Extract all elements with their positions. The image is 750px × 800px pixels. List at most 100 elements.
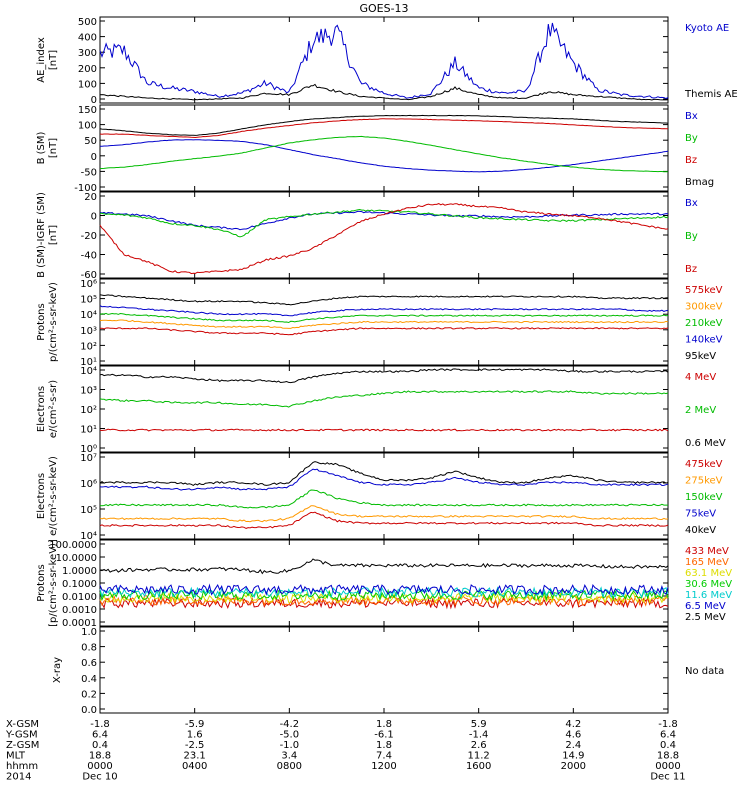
series-line-95kev [99,294,669,306]
ephemeris-value: 6.4 [92,730,108,741]
y-axis-label-line: B (SM)-IGRF (SM) [36,192,47,278]
panel-protons_high: 100.0000 10.0000 1.0000 0.1000 0.0100 0.0010 0… [36,539,732,629]
series-line-4-mev [99,428,669,432]
y-tick-label: 100 [78,79,97,90]
y-tick-label: -20 [81,231,97,242]
legend-entry: 4 MeV [685,372,716,383]
y-axis-label-line: [nT] [48,138,59,158]
y-tick-label: 10⁷ [80,453,97,464]
panel-frame [99,191,669,279]
legend-entry: 30.6 MeV [685,579,732,590]
series-line-by [99,208,669,238]
ephemeris-value: 2.4 [565,740,581,751]
y-axis-label: B (SM)-IGRF (SM)[nT] [36,192,59,278]
y-tick-label: 1.0 [81,627,97,638]
plot-title: GOES-13 [359,2,408,15]
y-tick-label: -100 [74,183,97,194]
ephemeris-value: 1.6 [187,730,203,741]
y-tick-label: 20 [84,192,97,203]
y-axis-label: Protons[p/(cm²-s-sr-keV)] [36,539,59,627]
y-axis-label-line: p/(cm²-s-sr-keV) [48,282,59,362]
legend-entry: 75keV [685,509,716,520]
y-tick-label: 300 [78,48,97,59]
y-tick-label: 200 [78,64,97,75]
series-line-150kev [99,489,668,509]
panel-electrons_high: 10⁴ 10³ 10² 10¹ 10⁰ Electronse/(cm²-s-sr) 4 Me… [36,365,726,455]
series-line-kyoto-ae [99,22,669,100]
legend-entry: 475keV [685,459,723,470]
y-tick-label: 10⁶ [80,479,97,490]
ephemeris-value: 3.4 [281,751,297,762]
y-tick-label: 0.0001 [62,618,97,629]
y-axis-label-line: Electrons [36,386,47,432]
y-tick-label: 10⁴ [80,310,97,321]
ephemeris-value: 0000 [87,761,112,772]
legend-entry: 2 MeV [685,405,716,416]
ephemeris-value: 18.8 [657,751,679,762]
ephemeris-value: 7.4 [376,751,392,762]
y-tick-label: 500 [78,17,97,28]
y-tick-label: 10³ [80,326,97,337]
legend-entry: 300keV [685,302,723,313]
series-line-275kev [99,505,669,523]
y-tick-label: -40 [81,251,97,262]
y-axis-label: Electronse/(cm²-s-sr-keV) [36,456,59,536]
series-line-475kev [99,511,669,529]
y-tick-label: 10² [80,405,97,416]
panel-frame [99,365,669,453]
legend-entry: By [685,133,698,144]
ephemeris-row-label: hhmm [6,761,38,772]
ephemeris-value: 1200 [371,761,396,772]
ephemeris-value: 0800 [277,761,302,772]
ephemeris-value: -6.1 [374,730,394,741]
series-line-bz [99,118,668,139]
series-line-11-6-mev [99,586,669,599]
y-axis-label-line: Protons [36,564,47,601]
y-tick-label: 0.2 [81,689,97,700]
panel-b_igrf: 20 0 -20 -40 -60 B (SM)-IGRF (SM)[nT] Bx By Bz [36,191,698,281]
legend-entry: By [685,231,698,242]
legend-entry: Bz [685,155,697,166]
series-line-0-6-mev [99,368,669,384]
ephemeris-value: -1.8 [90,719,110,730]
panel-b_sm: 150 100 50 0 -50 -100 B (SM)[nT] Bx By Bz Bmag [36,104,714,194]
legend-entry: Bx [685,111,698,122]
y-tick-label: 50 [84,136,97,147]
ephemeris-value: 0.4 [92,740,108,751]
series-line-bz [99,203,669,275]
series-line-by [99,135,668,173]
legend-entry: 575keV [685,285,723,296]
y-tick-label: 0.0 [81,705,97,716]
y-tick-label: 10¹ [80,425,97,436]
ephemeris-value: 2000 [561,761,586,772]
legend-entry: 210keV [685,318,723,329]
ephemeris-value: 0.4 [660,740,676,751]
ephemeris-value: 4.2 [565,719,581,730]
ephemeris-value: -1.0 [280,740,300,751]
date-row-label: 2014 [6,772,31,783]
y-axis-label-line: [nT] [48,50,59,70]
ephemeris-value: 1600 [466,761,491,772]
panel-frame [99,16,669,104]
ephemeris-value: 1.8 [376,719,392,730]
ephemeris-value: -2.5 [185,740,205,751]
panel-protons_low: 10⁶ 10⁵ 10⁴ 10³ 10² 10¹ Protonsp/(cm²-s-sr-keV… [36,278,723,368]
y-tick-label: 10⁰ [80,444,97,455]
legend-entry: 140keV [685,335,723,346]
y-tick-label: 0.4 [81,674,97,685]
ephemeris-row-label: MLT [6,751,26,762]
ephemeris-value: -5.0 [280,730,300,741]
y-tick-label: 0 [91,95,97,106]
y-tick-label: 150 [78,105,97,116]
series-line-themis-ae [99,83,669,101]
ephemeris-value: 1.8 [376,740,392,751]
y-tick-label: 100.0000 [49,540,97,551]
legend-entry: Bz [685,264,697,275]
y-tick-label: 10⁵ [80,505,97,516]
panel-frame [99,626,669,714]
legend-entry: Bx [685,198,698,209]
series-line-bmag [99,114,669,136]
y-tick-label: 100 [78,121,97,132]
ephemeris-value: 11.2 [468,751,490,762]
